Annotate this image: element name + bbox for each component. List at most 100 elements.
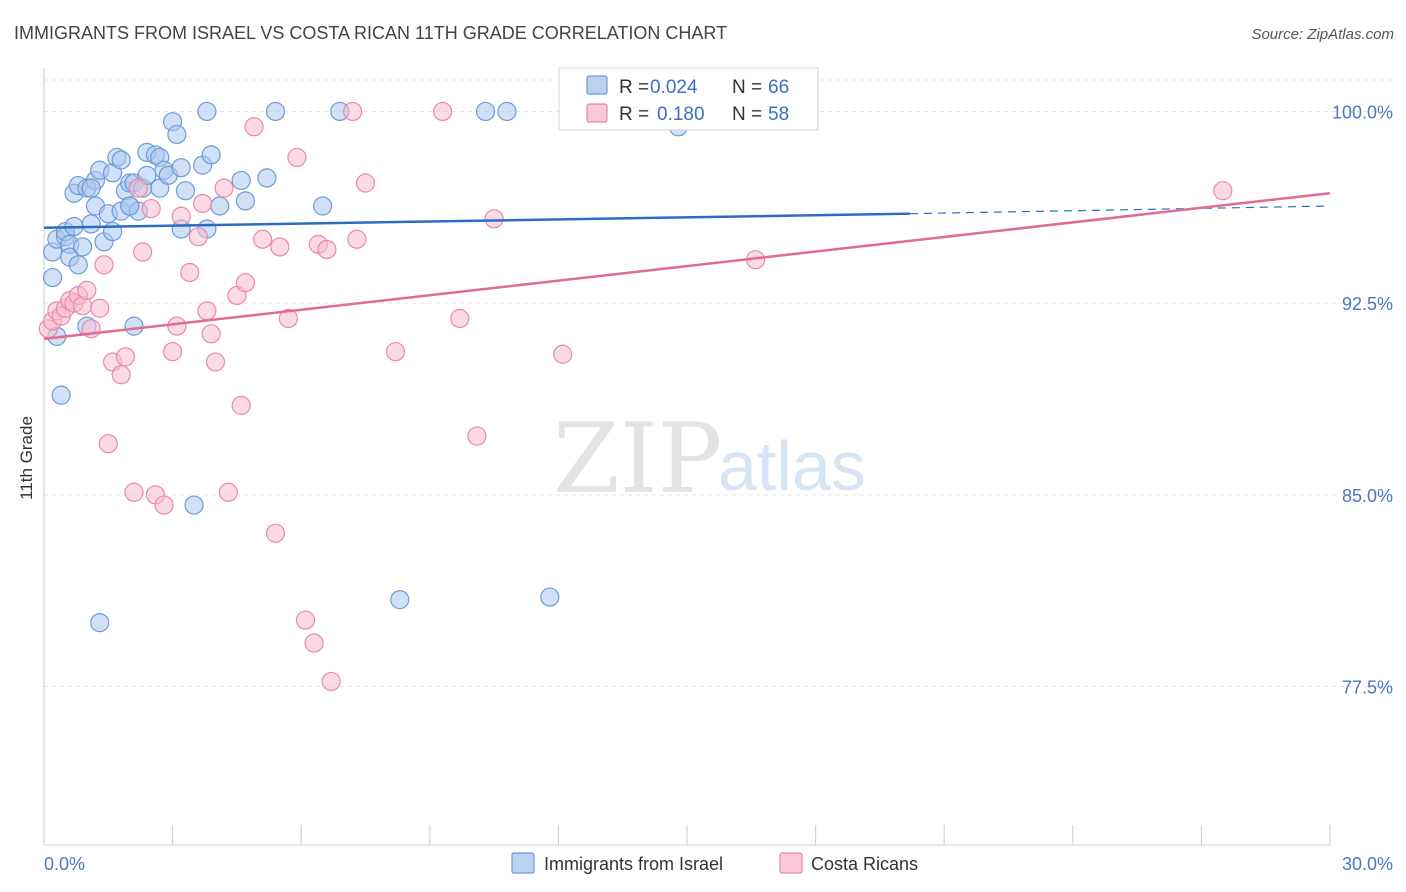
costa-rica-point-32 [214, 178, 234, 198]
bottom-legend-label-israel: Immigrants from Israel [544, 854, 723, 874]
costa-rica-point-22 [154, 495, 174, 515]
costa-rica-point-58 [1213, 181, 1233, 201]
y-tick-label-2: 85.0% [1342, 486, 1393, 506]
israel-point-59 [390, 590, 410, 610]
israel-point-55 [257, 168, 277, 188]
israel-point-23 [102, 221, 123, 242]
costa-rica-point-26 [180, 262, 200, 283]
bottom-legend-swatch-costa-rica [779, 852, 803, 874]
legend-r-value-israel: 0.024 [650, 77, 698, 98]
costa-rica-point-51 [385, 342, 406, 362]
israel-point-65 [120, 196, 140, 216]
trend-lines [43, 191, 1331, 341]
y-tick-label-0: 100.0% [1332, 102, 1393, 122]
legend-n-value-costa-rica: 58 [768, 104, 789, 125]
costa-rica-point-56 [553, 344, 573, 364]
costa-rica-point-38 [253, 229, 273, 249]
legend: R = 0.024 N = 66 R = 0.180 N = 58 [558, 67, 819, 131]
costa-rica-point-18 [128, 178, 148, 198]
israel-point-52 [210, 196, 230, 216]
israel-point-56 [265, 101, 286, 122]
costa-rica-point-33 [218, 482, 238, 502]
israel-point-4 [51, 385, 71, 405]
legend-swatch-costa-rica [586, 103, 608, 123]
costa-rica-point-50 [355, 173, 376, 193]
costa-rica-point-19 [132, 242, 153, 262]
legend-n-label-costa-rica: N = [732, 104, 762, 125]
israel-point-12 [68, 255, 88, 275]
israel-point-60 [475, 101, 496, 122]
costa-rica-point-37 [244, 117, 264, 137]
costa-rica-point-13 [98, 434, 118, 454]
costa-rica-point-17 [124, 482, 144, 502]
y-tick-label-3: 77.5% [1342, 678, 1393, 698]
costa-rica-point-53 [450, 308, 470, 329]
israel-point-27 [111, 150, 131, 170]
israel-point-54 [235, 191, 256, 211]
bottom-legend: Immigrants from Israel Costa Ricans [511, 852, 918, 874]
israel-point-0 [42, 267, 63, 288]
costa-rica-point-35 [231, 395, 251, 415]
costa-rica-point-49 [347, 229, 367, 249]
costa-rica-point-39 [265, 523, 286, 543]
series-costa-rica-points [38, 101, 1233, 692]
costa-rica-point-43 [295, 610, 316, 630]
legend-r-value-costa-rica: 0.180 [657, 104, 705, 125]
costa-rica-point-44 [304, 633, 324, 653]
costa-rica-point-28 [193, 193, 213, 214]
trend-line-israel-extension [909, 205, 1331, 215]
costa-rica-point-15 [111, 365, 131, 385]
israel-point-46 [175, 181, 196, 201]
costa-rica-point-47 [321, 671, 341, 692]
israel-point-53 [231, 170, 251, 191]
costa-rica-point-46 [317, 239, 337, 260]
israel-point-16 [81, 214, 101, 234]
israel-point-64 [81, 178, 101, 198]
x-tick-label-max: 30.0% [1342, 854, 1393, 874]
costa-rica-point-24 [167, 316, 187, 336]
costa-rica-point-23 [163, 342, 183, 362]
israel-point-43 [167, 124, 187, 145]
legend-swatch-israel [586, 75, 608, 95]
legend-n-value-israel: 66 [768, 77, 789, 98]
israel-point-13 [72, 237, 93, 257]
watermark: ZIP atlas [553, 403, 866, 515]
costa-rica-point-41 [278, 308, 298, 329]
israel-point-57 [313, 196, 333, 216]
costa-rica-point-16 [115, 347, 136, 367]
costa-rica-point-20 [141, 198, 161, 219]
costa-rica-point-54 [467, 426, 487, 446]
israel-point-47 [184, 495, 204, 515]
costa-rica-point-36 [235, 273, 256, 293]
costa-rica-point-29 [197, 301, 217, 321]
israel-point-62 [540, 587, 560, 607]
costa-rica-point-11 [90, 298, 110, 318]
costa-rica-point-31 [205, 352, 226, 372]
chart-title: IMMIGRANTS FROM ISRAEL VS COSTA RICAN 11… [14, 23, 727, 43]
legend-r-label-costa-rica: R = [619, 104, 649, 125]
costa-rica-point-27 [188, 227, 208, 247]
chart-source: Source: ZipAtlas.com [1251, 26, 1394, 43]
costa-rica-point-9 [77, 280, 97, 300]
israel-point-20 [90, 613, 110, 633]
israel-point-61 [497, 101, 517, 122]
x-axis-ticks [43, 825, 1331, 845]
gridlines [44, 79, 1393, 688]
trend-line-israel [43, 212, 910, 229]
costa-rica-point-25 [171, 206, 191, 226]
israel-point-32 [124, 316, 144, 336]
israel-point-49 [197, 101, 217, 122]
israel-point-51 [201, 145, 221, 165]
costa-rica-point-12 [94, 255, 114, 275]
legend-r-label-israel: R = [619, 77, 649, 98]
costa-rica-point-48 [343, 101, 363, 122]
y-axis-tick-labels: 100.0% 92.5% 85.0% 77.5% [1332, 102, 1393, 697]
costa-rica-point-55 [484, 209, 504, 229]
trend-line-costa-rica [43, 191, 1331, 341]
y-axis-label: 11th Grade [17, 416, 36, 500]
watermark-zip: ZIP [553, 403, 722, 515]
costa-rica-point-30 [201, 324, 221, 344]
costa-rica-point-42 [287, 147, 307, 168]
costa-rica-point-52 [433, 101, 453, 122]
